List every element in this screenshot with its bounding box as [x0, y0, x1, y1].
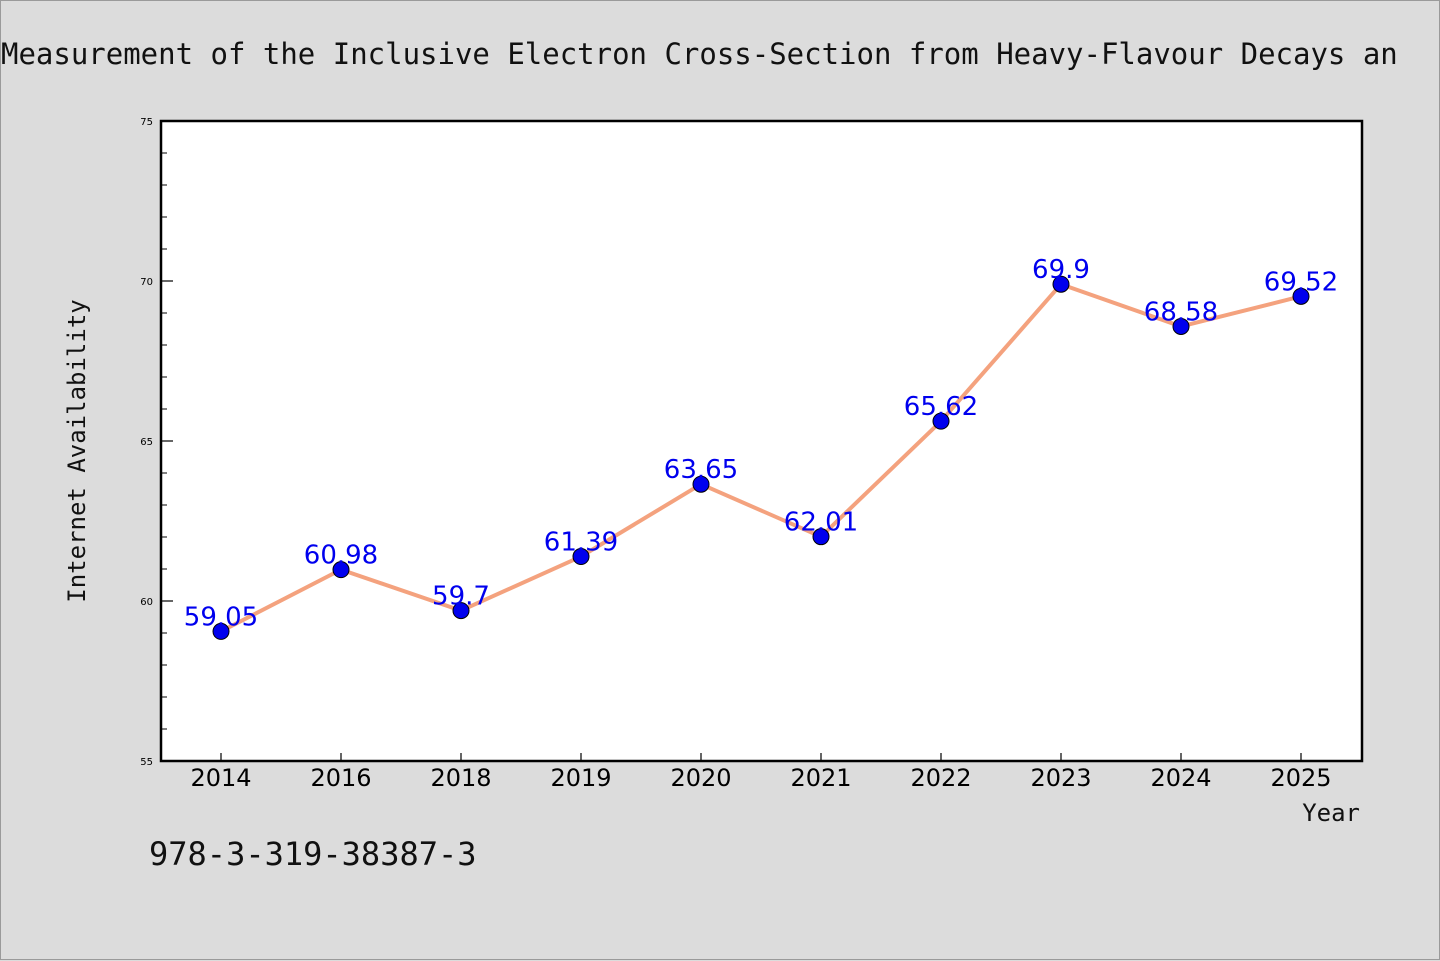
x-tick-label: 2021	[790, 764, 851, 792]
y-tick-label: 65	[140, 437, 153, 448]
x-tick-label: 2022	[910, 764, 971, 792]
x-tick-label: 2016	[310, 764, 371, 792]
data-label: 63.65	[664, 455, 738, 485]
data-label: 69.52	[1264, 267, 1338, 297]
data-label: 59.7	[432, 582, 490, 612]
data-point	[812, 528, 830, 546]
y-tick-label: 75	[140, 117, 153, 128]
y-tick-label: 55	[140, 757, 153, 768]
x-tick-label: 2025	[1270, 764, 1331, 792]
x-axis-label: Year	[1302, 799, 1360, 827]
data-point	[1292, 287, 1310, 305]
data-point	[1052, 275, 1070, 293]
chart-title: Measurement of the Inclusive Electron Cr…	[1, 37, 1398, 71]
x-tick-label: 2024	[1150, 764, 1211, 792]
data-point	[572, 548, 590, 566]
data-point	[1172, 317, 1190, 335]
x-tick-label: 2019	[550, 764, 611, 792]
data-label: 69.9	[1032, 255, 1090, 285]
data-point	[692, 475, 710, 493]
x-axis: 2014 2016 2018 2019 2020 2021 2022 2023 2024 2025	[190, 753, 1332, 792]
data-point	[212, 622, 230, 640]
data-label: 60.98	[304, 541, 378, 571]
data-point	[332, 561, 350, 579]
data-label: 59.05	[184, 602, 258, 632]
series-line	[219, 282, 1303, 634]
x-tick-label: 2023	[1030, 764, 1091, 792]
data-label: 62.01	[784, 508, 858, 538]
plot-area	[159, 119, 1364, 763]
data-point	[932, 412, 950, 430]
y-axis: 55 60 65 70 75	[140, 117, 173, 768]
x-tick-label: 2018	[430, 764, 491, 792]
isbn-text: 978-3-319-38387-3	[149, 835, 477, 873]
x-tick-label: 2020	[670, 764, 731, 792]
data-label: 65.62	[904, 392, 978, 422]
data-label: 61.39	[544, 528, 618, 558]
y-tick-label: 70	[140, 277, 153, 288]
x-tick-label: 2014	[190, 764, 251, 792]
y-axis-label: Internet Availability	[63, 299, 91, 602]
data-label: 68.58	[1144, 297, 1218, 327]
y-tick-label: 60	[140, 597, 153, 608]
series-line-group: 59.05 60.98 59.7 61.39 63.65 62.01 65.62 69.9 68…	[184, 255, 1338, 640]
data-point	[452, 602, 470, 620]
